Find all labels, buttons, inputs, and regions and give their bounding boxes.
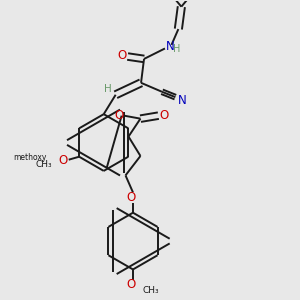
Text: O: O [114,109,123,122]
Text: N: N [178,94,187,106]
Text: O: O [118,50,127,62]
Text: CH₃: CH₃ [143,286,160,296]
Text: methoxy: methoxy [13,153,46,162]
Text: O: O [127,278,136,292]
Text: N: N [166,40,175,53]
Text: H: H [104,84,112,94]
Text: H: H [172,44,180,54]
Text: CH₃: CH₃ [36,160,52,169]
Text: O: O [58,154,67,167]
Text: O: O [127,191,136,204]
Text: O: O [159,109,168,122]
